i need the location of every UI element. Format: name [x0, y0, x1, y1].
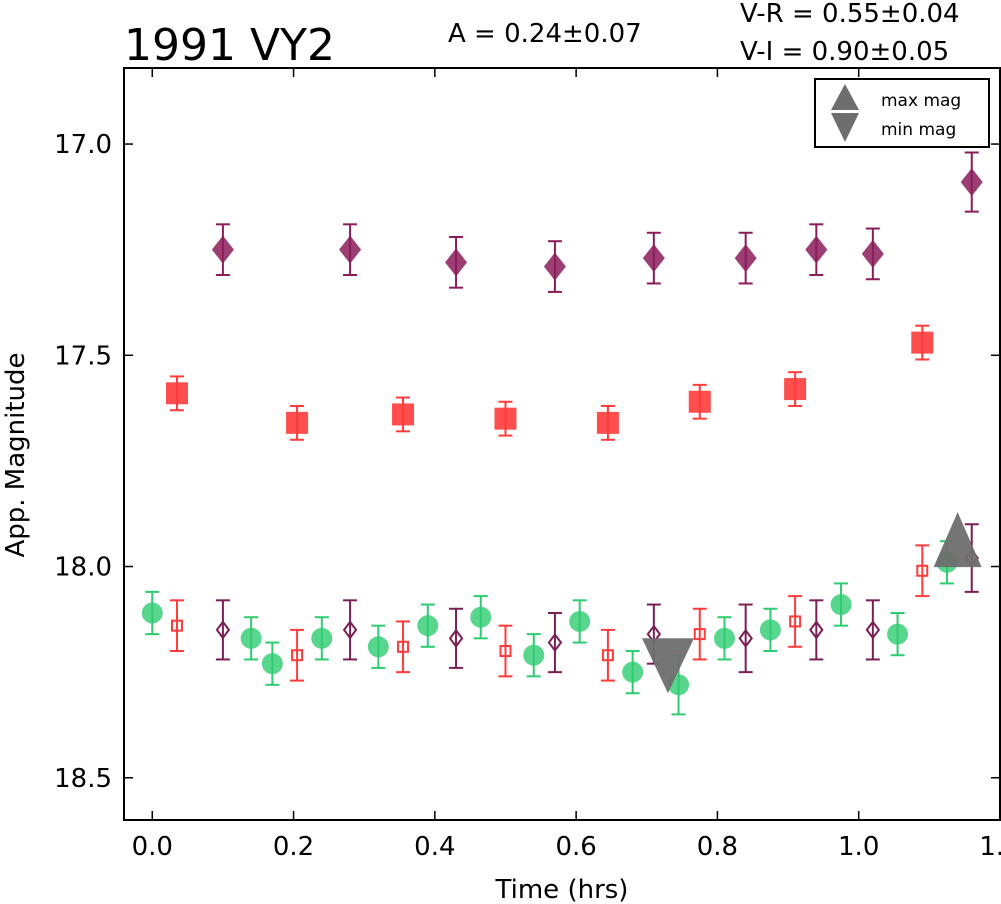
x-tick-label: 0.8	[697, 832, 738, 862]
square-filled-point	[596, 411, 619, 434]
diamond-filled-point	[211, 235, 234, 264]
square-open-point	[916, 564, 929, 577]
square-filled-point	[784, 378, 807, 401]
square-filled-point	[286, 411, 309, 434]
diamond-open-point	[448, 628, 464, 649]
circle-filled-point	[569, 610, 591, 632]
x-axis-label: Time (hrs)	[495, 875, 629, 904]
diamond-filled-point	[543, 252, 566, 281]
series-1-square-filled	[165, 324, 934, 441]
y-tick-label: 18.5	[54, 764, 112, 794]
square-filled-point	[688, 390, 711, 413]
triangle-down-point	[641, 638, 694, 694]
diamond-open-point	[547, 632, 563, 653]
square-open-point	[789, 615, 802, 628]
square-open-point	[291, 649, 304, 662]
circle-filled-point	[311, 627, 333, 649]
circle-filled-point	[367, 636, 389, 658]
square-open-point	[601, 649, 614, 662]
plot-frame	[123, 67, 1001, 821]
square-filled-point	[494, 407, 517, 430]
diamond-filled-point	[339, 235, 362, 264]
x-tick-label: 1.0	[838, 832, 879, 862]
x-tick-label: 1.2	[979, 832, 1001, 862]
square-open-point	[397, 640, 410, 653]
diamond-filled-point	[960, 168, 983, 197]
legend-min-mag-marker	[831, 113, 859, 142]
y-tick-label: 17.5	[54, 341, 112, 371]
square-open-point	[693, 628, 706, 641]
x-tick-label: 0.6	[555, 832, 596, 862]
x-tick-label: 0.0	[132, 832, 173, 862]
legend-max-mag-marker	[831, 84, 859, 110]
diamond-filled-point	[445, 248, 468, 277]
series-5-triangle-down	[641, 638, 694, 694]
circle-filled-point	[523, 644, 545, 666]
series-6-triangle-up	[933, 512, 982, 568]
amplitude-annotation: A = 0.24±0.07	[448, 19, 642, 49]
square-filled-point	[911, 331, 934, 354]
series-3-square-open	[169, 544, 930, 682]
legend-label-min-mag: min mag	[881, 120, 956, 140]
diamond-open-point	[738, 628, 753, 649]
square-open-point	[170, 619, 183, 632]
x-tick-label: 0.2	[273, 832, 314, 862]
diamond-open-point	[342, 620, 358, 640]
y-tick-label: 18.0	[54, 553, 112, 583]
legend: max mag min mag	[814, 78, 990, 148]
series-2-circle-filled	[141, 540, 958, 716]
series-4-diamond-open	[215, 523, 979, 674]
diamond-filled-point	[642, 244, 665, 273]
triangle-up-point	[933, 512, 982, 568]
diamond-open-point	[865, 620, 881, 640]
x-tick-label: 0.4	[414, 832, 455, 862]
square-open-point	[499, 645, 512, 658]
diamond-filled-point	[805, 235, 828, 264]
circle-filled-point	[713, 627, 735, 649]
square-filled-point	[392, 403, 415, 426]
diamond-open-point	[215, 620, 231, 640]
axis-ticks: 0.0 0.2 0.4 0.6 0.8 1.0 1.2 17.0 17.5 18.0 18.5	[54, 68, 1001, 862]
y-axis-label: App. Magnitude	[1, 352, 31, 557]
circle-filled-point	[417, 615, 439, 637]
vi-color-annotation: V-I = 0.90±0.05	[740, 37, 949, 67]
circle-filled-point	[261, 653, 283, 675]
circle-filled-point	[622, 661, 644, 683]
circle-filled-point	[830, 594, 852, 616]
vr-color-annotation: V-R = 0.55±0.04	[740, 0, 960, 29]
legend-label-max-mag: max mag	[881, 91, 961, 111]
data-marks	[141, 151, 983, 716]
circle-filled-point	[141, 602, 163, 624]
circle-filled-point	[240, 627, 262, 649]
circle-filled-point	[759, 619, 781, 641]
chart-title: 1991 VY2	[124, 20, 335, 71]
y-tick-label: 17.0	[54, 130, 112, 160]
circle-filled-point	[470, 606, 492, 628]
diamond-filled-point	[734, 244, 757, 273]
square-filled-point	[165, 382, 188, 405]
circle-filled-point	[887, 623, 909, 645]
series-0-diamond-filled	[211, 151, 983, 293]
diamond-filled-point	[861, 239, 884, 268]
diamond-open-point	[809, 620, 824, 640]
